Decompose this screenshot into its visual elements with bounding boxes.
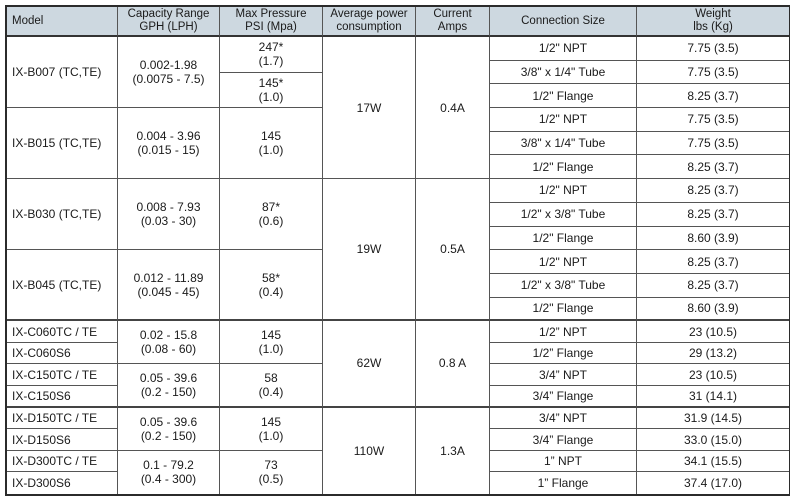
max-pressure-cell: 58* (0.4): [220, 250, 323, 322]
model-cell: IX-B030 (TC,TE): [7, 179, 118, 251]
model-cell: IX-C060TC / TE: [7, 321, 118, 343]
capacity-cell: 0.05 - 39.6 (0.2 - 150): [118, 407, 220, 451]
weight-cell: 8.60 (3.9): [637, 298, 789, 322]
capacity-cell: 0.012 - 11.89 (0.045 - 45): [118, 250, 220, 322]
weight-cell: 8.25 (3.7): [637, 179, 789, 203]
weight-cell: 8.25 (3.7): [637, 84, 789, 109]
header-connection-size: Connection Size: [490, 7, 637, 37]
model-cell: IX-D300TC / TE: [7, 450, 118, 473]
connection-size-cell: 1/2" Flange: [490, 297, 637, 322]
capacity-cell: 0.1 - 79.2 (0.4 - 300): [118, 450, 220, 494]
connection-size-cell: 3/4” NPT: [490, 364, 637, 387]
connection-size-cell: 1/2" NPT: [490, 37, 637, 61]
connection-size-cell: 1/2" Flange: [490, 226, 637, 251]
capacity-cell: 0.02 - 15.8 (0.08 - 60): [118, 321, 220, 365]
header-weight: Weight lbs (Kg): [637, 7, 789, 37]
capacity-cell: 0.002-1.98 (0.0075 - 7.5): [118, 37, 220, 109]
max-pressure-cell: 73 (0.5): [220, 450, 323, 494]
model-cell: IX-B015 (TC,TE): [7, 108, 118, 180]
power-cell: 110W: [323, 407, 416, 494]
connection-size-cell: 1/2" Flange: [490, 155, 637, 180]
max-pressure-cell: 145 (1.0): [220, 321, 323, 365]
header-model: Model: [7, 7, 118, 37]
weight-cell: 31 (14.1): [637, 386, 789, 408]
weight-cell: 8.25 (3.7): [637, 155, 789, 180]
connection-size-cell: 1/2” Flange: [490, 342, 637, 365]
max-pressure-cell: 58 (0.4): [220, 364, 323, 408]
current-amps-cell: 0.4A: [416, 37, 490, 180]
connection-size-cell: 3/8" x 1/4" Tube: [490, 60, 637, 85]
header-average-power: Average power consumption: [323, 7, 416, 37]
model-cell: IX-B007 (TC,TE): [7, 37, 118, 109]
model-cell: IX-D300S6: [7, 472, 118, 494]
connection-size-cell: 1” Flange: [490, 472, 637, 494]
weight-cell: 23 (10.5): [637, 321, 789, 343]
model-cell: IX-B045 (TC,TE): [7, 250, 118, 322]
capacity-cell: 0.008 - 7.93 (0.03 - 30): [118, 179, 220, 251]
weight-cell: 7.75 (3.5): [637, 61, 789, 85]
weight-cell: 7.75 (3.5): [637, 132, 789, 156]
capacity-cell: 0.05 - 39.6 (0.2 - 150): [118, 364, 220, 408]
header-capacity-range: Capacity Range GPH (LPH): [118, 7, 220, 37]
connection-size-cell: 1/2” NPT: [490, 321, 637, 343]
model-cell: IX-D150TC / TE: [7, 407, 118, 430]
model-cell: IX-C150S6: [7, 386, 118, 408]
max-pressure-cell: 87* (0.6): [220, 179, 323, 251]
weight-cell: 31.9 (14.5): [637, 408, 789, 430]
max-pressure-cell: 247* (1.7): [220, 37, 323, 73]
header-current-amps: Current Amps: [416, 7, 490, 37]
weight-cell: 8.25 (3.7): [637, 250, 789, 274]
max-pressure-cell: 145 (1.0): [220, 407, 323, 451]
connection-size-cell: 3/4” Flange: [490, 429, 637, 451]
weight-cell: 7.75 (3.5): [637, 108, 789, 132]
weight-cell: 8.25 (3.7): [637, 203, 789, 227]
current-amps-cell: 0.8 A: [416, 321, 490, 408]
power-cell: 19W: [323, 179, 416, 322]
connection-size-cell: 1/2" Flange: [490, 84, 637, 109]
weight-cell: 33.0 (15.0): [637, 429, 789, 451]
header-max-pressure: Max Pressure PSI (Mpa): [220, 7, 323, 37]
connection-size-cell: 1” NPT: [490, 450, 637, 473]
connection-size-cell: 1/2" NPT: [490, 108, 637, 132]
pump-specifications-table: Model Capacity Range GPH (LPH) Max Pressur…: [5, 5, 790, 496]
weight-cell: 8.60 (3.9): [637, 227, 789, 251]
connection-size-cell: 1/2" NPT: [490, 250, 637, 274]
capacity-cell: 0.004 - 3.96 (0.015 - 15): [118, 108, 220, 180]
max-pressure-cell: 145 (1.0): [220, 108, 323, 180]
connection-size-cell: 1/2" x 3/8" Tube: [490, 273, 637, 298]
model-cell: IX-D150S6: [7, 429, 118, 451]
model-cell: IX-C150TC / TE: [7, 364, 118, 387]
connection-size-cell: 1/2" x 3/8" Tube: [490, 202, 637, 227]
current-amps-cell: 0.5A: [416, 179, 490, 322]
weight-cell: 7.75 (3.5): [637, 37, 789, 61]
connection-size-cell: 3/4” NPT: [490, 407, 637, 430]
connection-size-cell: 1/2" NPT: [490, 179, 637, 203]
power-cell: 62W: [323, 321, 416, 408]
max-pressure-cell: 145* (1.0): [220, 72, 323, 109]
model-cell: IX-C060S6: [7, 342, 118, 365]
weight-cell: 8.25 (3.7): [637, 274, 789, 298]
connection-size-cell: 3/4” Flange: [490, 386, 637, 408]
weight-cell: 23 (10.5): [637, 364, 789, 387]
weight-cell: 29 (13.2): [637, 343, 789, 365]
weight-cell: 34.1 (15.5): [637, 451, 789, 473]
connection-size-cell: 3/8" x 1/4" Tube: [490, 131, 637, 156]
weight-cell: 37.4 (17.0): [683, 476, 743, 491]
power-cell: 17W: [323, 37, 416, 180]
current-amps-cell: 1.3A: [416, 407, 490, 494]
